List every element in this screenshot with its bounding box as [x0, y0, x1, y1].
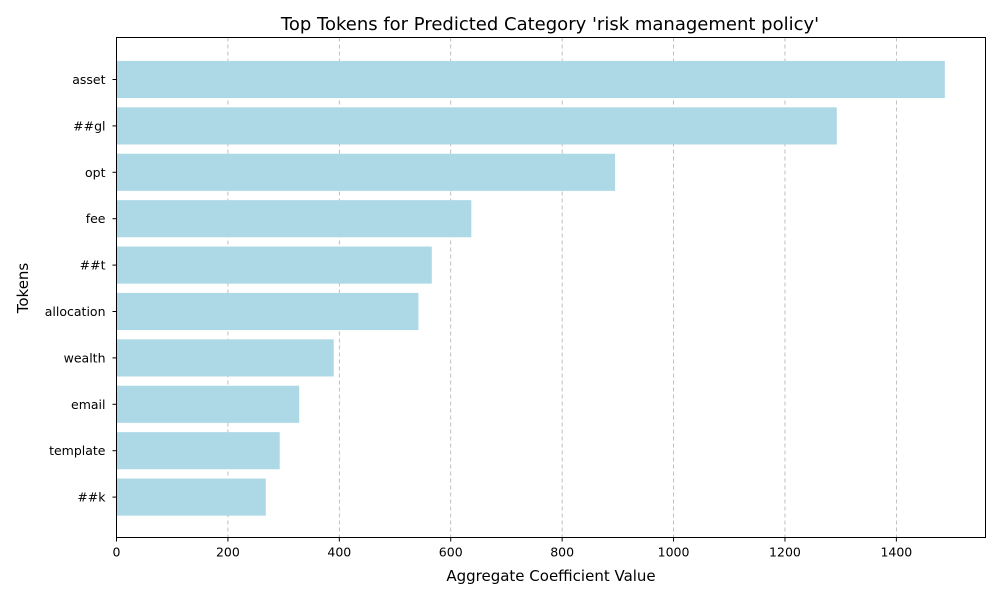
y-tick-label: allocation	[45, 304, 106, 319]
bar-allocation	[116, 292, 419, 331]
x-axis-ticks: 0 200 400 600 800 1000 1200 1400	[113, 537, 912, 560]
y-axis-ticks: asset ##gl opt fee ##t allocation wealth email t…	[45, 72, 117, 505]
bar-wealth	[116, 339, 334, 377]
bar-gl	[116, 107, 837, 145]
bar-asset	[116, 60, 945, 99]
x-tick-label: 600	[439, 545, 463, 560]
y-tick-label: asset	[72, 72, 105, 87]
y-axis-label: Tokens	[14, 263, 32, 315]
x-tick-label: 0	[113, 545, 121, 560]
x-axis-label: Aggregate Coefficient Value	[446, 567, 655, 585]
bar-template	[116, 432, 280, 470]
x-tick-label: 400	[327, 545, 351, 560]
y-tick-label: ##k	[77, 490, 106, 505]
y-tick-label: email	[71, 397, 105, 412]
y-tick-label: wealth	[64, 350, 106, 365]
x-tick-label: 1400	[880, 545, 912, 560]
y-tick-label: opt	[85, 165, 106, 180]
bar-opt	[116, 153, 616, 191]
x-tick-label: 1000	[658, 545, 690, 560]
y-tick-label: ##t	[80, 258, 106, 273]
bar-fee	[116, 200, 472, 238]
y-tick-label: ##gl	[73, 118, 105, 133]
bar-email	[116, 385, 300, 423]
y-tick-label: template	[49, 443, 106, 458]
x-tick-label: 200	[216, 545, 240, 560]
bars	[116, 60, 945, 516]
x-tick-label: 800	[550, 545, 574, 560]
y-tick-label: fee	[86, 211, 106, 226]
x-tick-label: 1200	[769, 545, 801, 560]
plot-frame	[116, 37, 986, 538]
bar-k	[116, 478, 266, 516]
chart-title: Top Tokens for Predicted Category 'risk …	[280, 14, 819, 35]
bar-t	[116, 246, 432, 284]
